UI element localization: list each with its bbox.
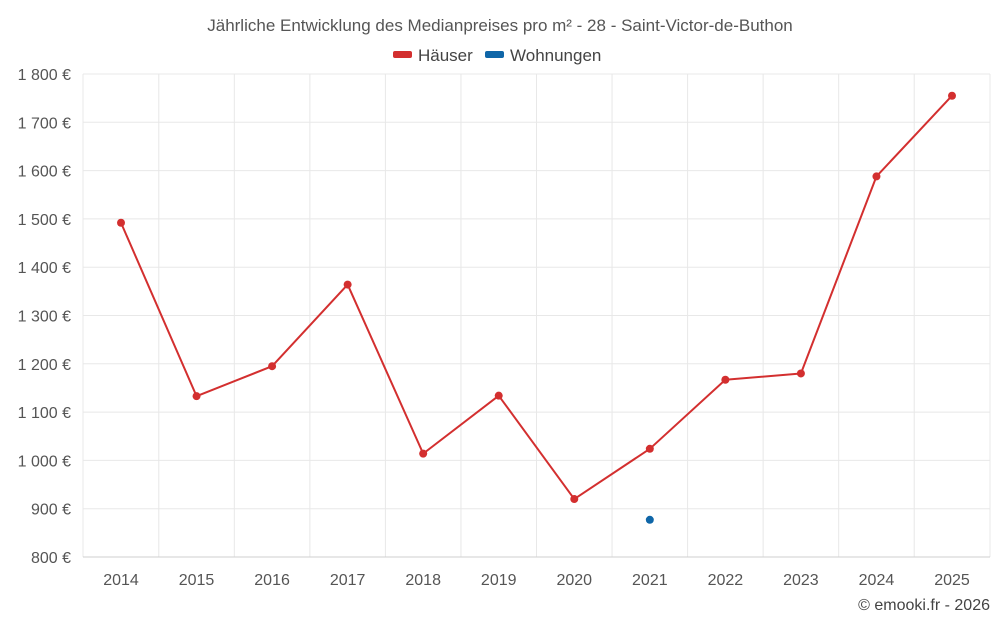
x-axis-labels: 2014 2015 2016 2017 2018 2019 2020 2021 2022 2023… [103,572,970,589]
legend-label-haeuser: Häuser [418,46,473,65]
data-point[interactable] [796,369,805,378]
y-tick-label: 1 000 € [18,453,71,470]
legend-swatch-haeuser [393,51,412,58]
x-tick-label: 2015 [179,572,215,589]
x-tick-label: 2023 [783,572,819,589]
credit-text: © emooki.fr - 2026 [858,597,990,614]
legend-item-wohnungen[interactable]: Wohnungen [485,46,601,65]
y-tick-label: 1 400 € [18,260,71,277]
data-point[interactable] [192,392,201,401]
data-point[interactable] [645,515,654,524]
x-tick-label: 2025 [934,572,970,589]
data-point[interactable] [645,444,654,453]
y-tick-label: 1 500 € [18,212,71,229]
series-line [120,95,953,501]
series-layer [117,91,956,524]
legend[interactable]: Häuser Wohnungen [393,46,601,65]
data-point[interactable] [117,218,125,227]
series-wohnungen [645,515,654,524]
data-point[interactable] [948,91,956,100]
x-tick-label: 2017 [330,572,366,589]
y-tick-label: 1 300 € [18,309,71,326]
chart-title: Jährliche Entwicklung des Medianpreises … [207,16,793,35]
data-point[interactable] [872,172,881,181]
x-tick-label: 2019 [481,572,517,589]
data-point[interactable] [570,495,579,504]
x-tick-label: 2016 [254,572,290,589]
y-tick-label: 1 100 € [18,405,71,422]
y-tick-label: 900 € [31,502,71,519]
data-point[interactable] [494,391,503,400]
data-point[interactable] [343,280,352,289]
x-tick-label: 2018 [405,572,441,589]
data-point[interactable] [419,449,428,458]
x-tick-label: 2021 [632,572,668,589]
legend-item-haeuser[interactable]: Häuser [393,46,473,65]
x-gridlines [82,74,991,557]
y-axis-labels: 800 € 900 € 1 000 € 1 100 € 1 200 € 1 300 € 1 … [18,67,71,567]
y-tick-label: 1 700 € [18,115,71,132]
x-tick-label: 2020 [556,572,592,589]
x-tick-label: 2024 [859,572,895,589]
legend-swatch-wohnungen [485,51,504,58]
x-tick-label: 2022 [708,572,744,589]
legend-label-wohnungen: Wohnungen [510,46,601,65]
y-tick-label: 1 800 € [18,67,71,84]
data-point[interactable] [268,362,277,371]
y-tick-label: 1 600 € [18,164,71,181]
data-point[interactable] [721,375,730,384]
y-tick-label: 1 200 € [18,357,71,374]
y-tick-label: 800 € [31,550,71,567]
series-haeuser [117,91,956,504]
x-tick-label: 2014 [103,572,139,589]
